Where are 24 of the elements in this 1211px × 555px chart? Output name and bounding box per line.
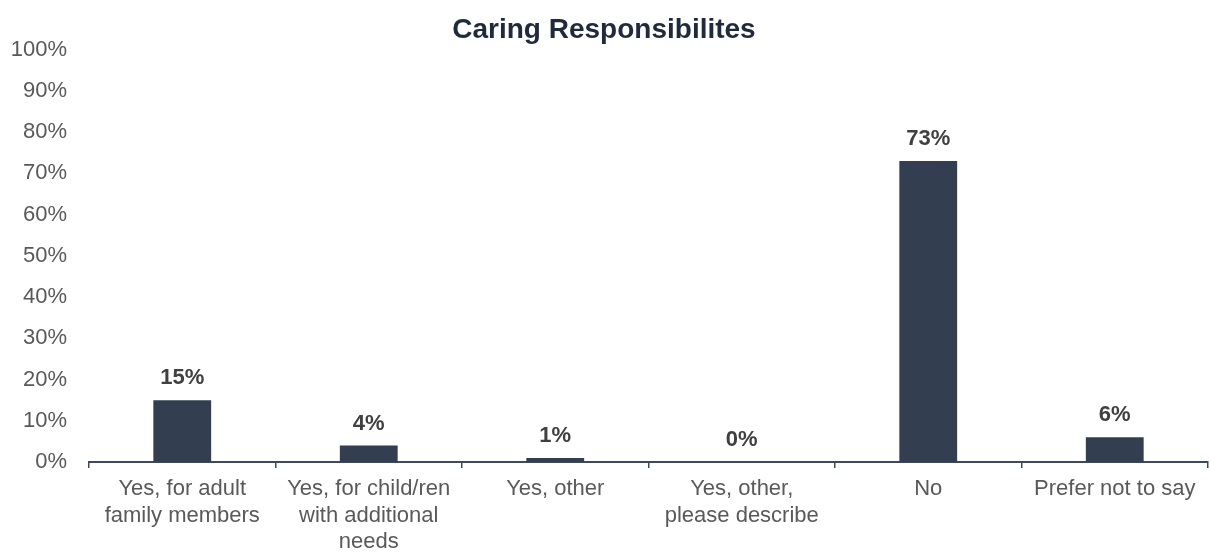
x-tick-label: Yes, for child/ren with additional needs: [287, 475, 451, 554]
y-tick-label: 20%: [22, 365, 67, 391]
data-label: 4%: [352, 409, 385, 435]
y-tick-label: 50%: [22, 241, 67, 267]
y-tick-label: 80%: [22, 118, 67, 144]
chart-title: Caring Responsibilites: [452, 12, 756, 44]
y-tick-label: 70%: [22, 159, 67, 185]
data-label: 1%: [539, 421, 572, 447]
data-label: 15%: [160, 364, 205, 390]
data-label: 73%: [906, 124, 951, 150]
x-tick-label: Yes, other: [506, 475, 605, 501]
x-tick-label: Prefer not to say: [1034, 475, 1196, 501]
y-tick-label: 10%: [22, 406, 67, 432]
data-label: 6%: [1098, 401, 1131, 427]
x-tick-label: Yes, for adult family members: [104, 475, 260, 527]
x-tick-label: No: [914, 475, 943, 501]
y-tick-label: 40%: [22, 283, 67, 309]
y-tick-label: 100%: [10, 35, 67, 61]
y-tick-label: 90%: [22, 76, 67, 102]
y-tick-label: 60%: [22, 200, 67, 226]
x-tick-label: Yes, other, please describe: [664, 475, 819, 527]
y-tick-label: 0%: [35, 448, 67, 474]
y-tick-label: 30%: [22, 324, 67, 350]
data-label: 0%: [725, 426, 758, 451]
